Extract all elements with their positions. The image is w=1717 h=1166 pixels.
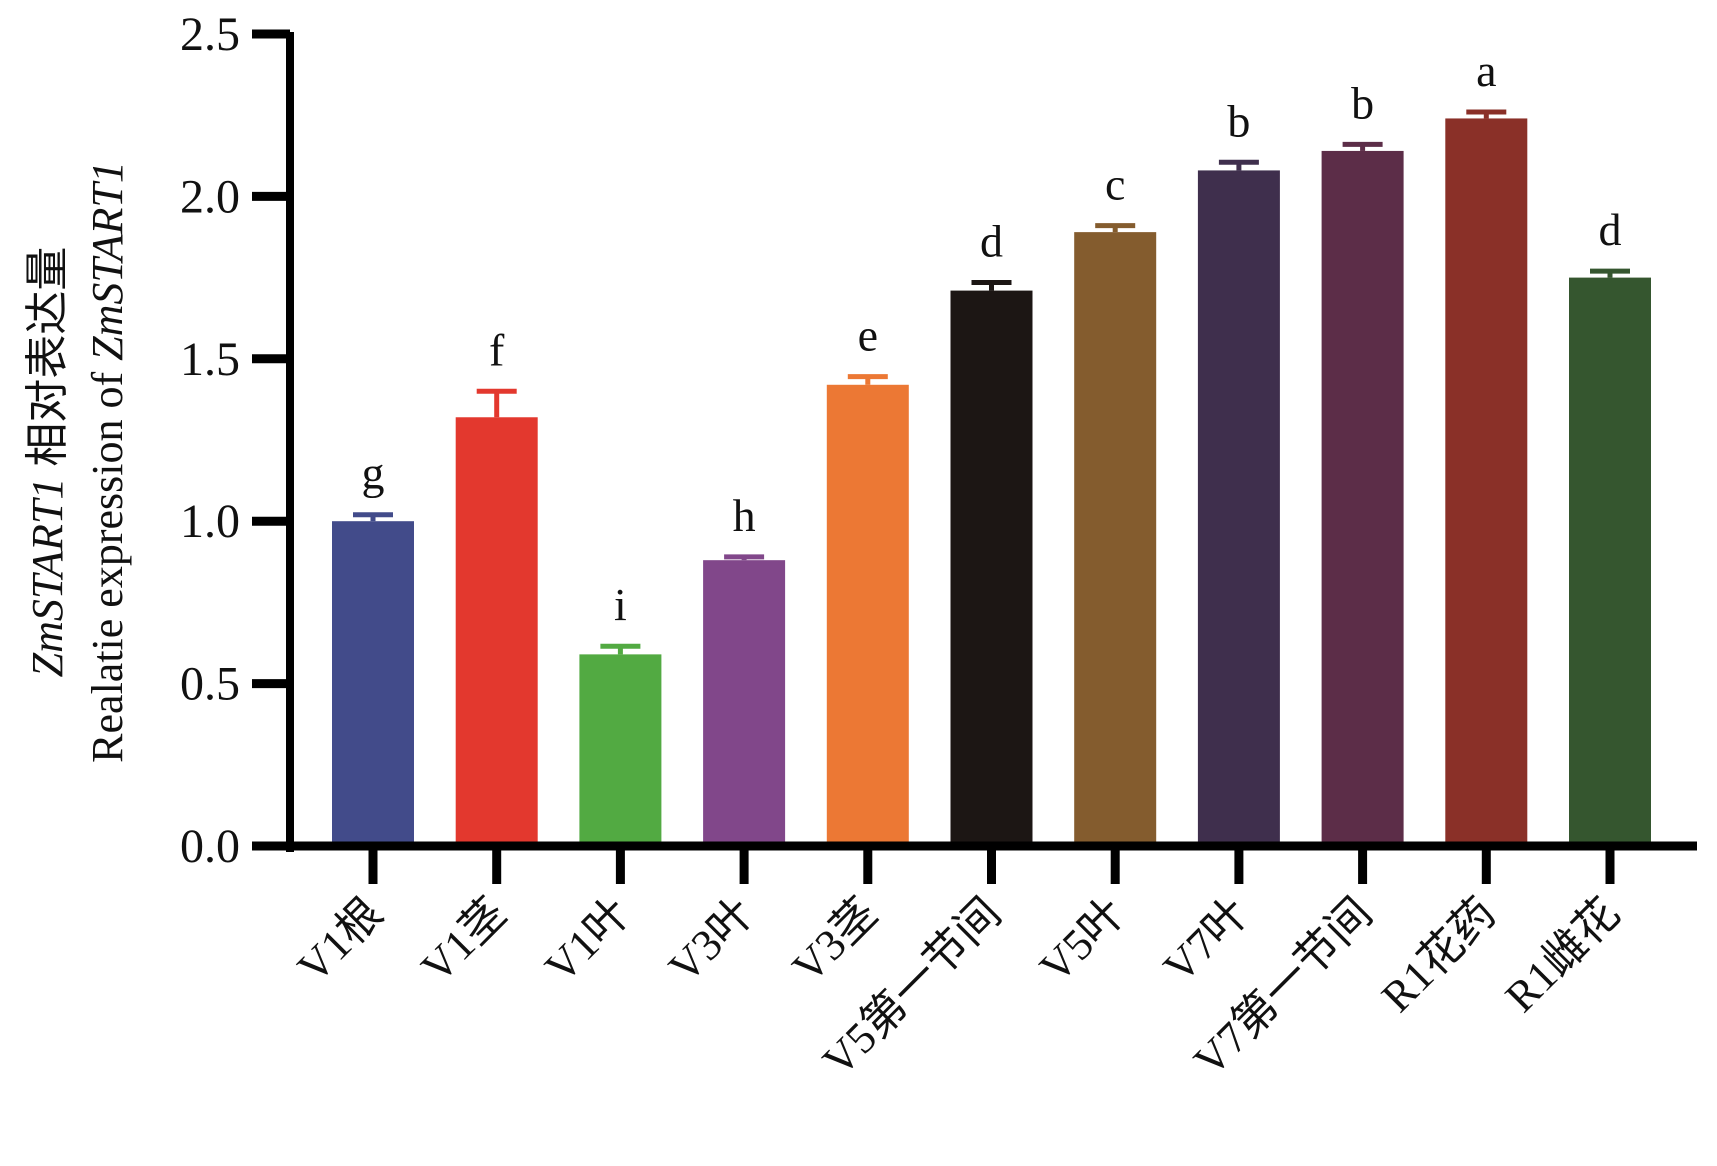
y-axis: 0.0 0.5 1.0 1.5 2.0 2.5 [180,8,294,873]
x-tick-label: V1茎 [412,888,516,992]
error-bar [971,279,1012,291]
error-bar [476,388,517,418]
significance-letter: a [1476,45,1496,96]
bar [579,654,662,846]
significance-letter: c [1105,159,1125,210]
y-axis-label-gene: ZmSTART1 [23,478,72,678]
y-axis-label-gene2: ZmSTART1 [83,161,132,361]
significance-letter: i [614,579,627,630]
x-tick-label: V5叶 [1030,888,1134,992]
x-tick-label: V3茎 [783,888,887,992]
y-tick-label: 2.5 [180,8,240,61]
bar [332,521,414,846]
bar [1197,170,1280,846]
x-tick-label: R1雌花 [1496,888,1629,1021]
y-tick-label: 0.5 [180,658,240,711]
y-tick-label: 1.0 [180,495,240,548]
significance-letter: f [489,324,505,375]
error-bar [1095,223,1136,233]
y-axis-label: ZmSTART1 相对表达量 Realatie expression of Zm… [23,161,132,763]
error-bar [847,374,888,385]
bar [1445,118,1528,846]
bars: g f i h e d c b b a d [332,45,1651,847]
significance-letter: d [1599,204,1622,255]
error-bar [1590,268,1630,278]
significance-letter: h [733,490,756,541]
significance-letter: b [1351,77,1374,128]
error-bar [600,643,641,655]
y-tick-label: 1.5 [180,333,240,386]
significance-letter: e [858,310,878,361]
y-tick-label: 0.0 [180,820,240,873]
bar [455,417,538,846]
x-tick-label: V7叶 [1154,888,1258,992]
significance-letter: d [980,215,1003,266]
x-tick-label: V1叶 [536,888,640,992]
bar [950,290,1033,846]
y-axis-label-line1: ZmSTART1 相对表达量 [23,247,72,678]
y-axis-label-line2: Realatie expression of ZmSTART1 [83,161,132,763]
bar [1074,232,1157,847]
y-axis-label-en: Realatie expression of [83,361,132,763]
error-bar [1342,141,1383,151]
y-tick-label: 2.0 [180,170,240,223]
bar [1321,150,1404,847]
significance-letter: b [1227,95,1250,146]
error-bar [1466,109,1507,119]
y-axis-label-cn: 相对表达量 [23,247,72,478]
error-bar [353,512,393,522]
x-tick-label: V1根 [288,888,392,992]
bar [826,384,909,846]
significance-letter: g [362,448,385,499]
x-tick-label: V3叶 [659,888,763,992]
bar [1569,277,1651,847]
bar [703,560,786,846]
error-bar [1218,159,1259,171]
x-tick-label: R1花药 [1372,888,1505,1021]
error-bar [724,554,765,561]
